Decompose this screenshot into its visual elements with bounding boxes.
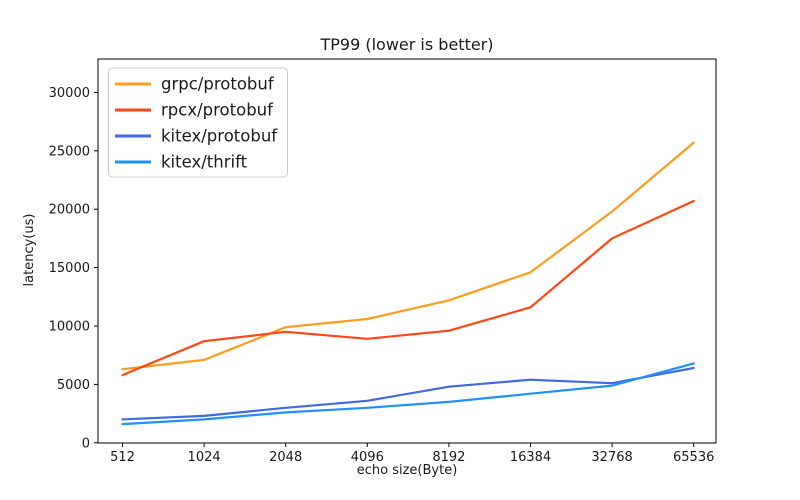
series-line-grpc-protobuf — [121, 141, 695, 371]
y-tick-label: 0 — [82, 436, 90, 451]
legend-label: grpc/protobuf — [161, 75, 275, 94]
series-line-rpcx-protobuf — [121, 199, 695, 377]
x-tick-label: 32768 — [591, 450, 632, 465]
x-tick-label: 16384 — [510, 450, 551, 465]
y-tick-label: 20000 — [49, 203, 90, 218]
legend-label: kitex/protobuf — [161, 127, 278, 146]
x-tick-label: 4096 — [351, 450, 384, 465]
y-tick-label: 15000 — [49, 261, 90, 276]
x-axis-label: echo size(Byte) — [357, 463, 458, 478]
y-tick-label: 25000 — [49, 144, 90, 159]
legend-label: rpcx/protobuf — [161, 101, 274, 120]
y-tick-label: 10000 — [49, 320, 90, 335]
legend: grpc/protobuf rpcx/protobuf kitex/protobuf… — [108, 67, 288, 178]
x-tick-label: 65536 — [673, 450, 714, 465]
y-tick-label: 30000 — [49, 86, 90, 101]
axes-box — [97, 58, 717, 444]
plot-layer: 0 5000 10000 15000 20000 25000 30000 512 1024 204… — [49, 58, 717, 465]
x-tick-label: 8192 — [432, 450, 465, 465]
y-tick-label: 5000 — [57, 378, 90, 393]
y-axis-label: latency(us) — [22, 214, 37, 287]
chart-title: TP99 (lower is better) — [319, 35, 493, 54]
legend-label: kitex/thrift — [161, 153, 248, 172]
series-line-kitex-thrift — [121, 362, 695, 426]
x-tick-label: 2048 — [269, 450, 302, 465]
x-tick-label: 512 — [110, 450, 135, 465]
series-line-kitex-protobuf — [121, 366, 695, 421]
x-tick-label: 1024 — [188, 450, 221, 465]
legend-box — [108, 67, 288, 178]
